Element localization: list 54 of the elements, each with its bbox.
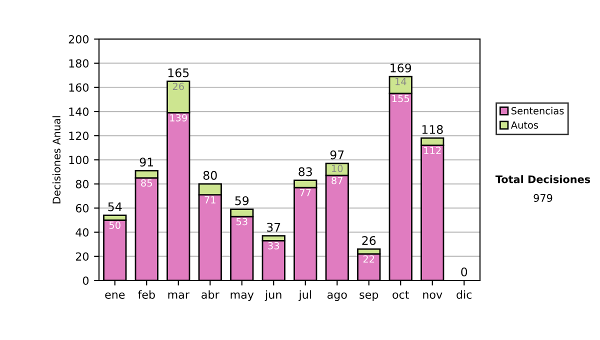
total-label: 97 [330,150,344,160]
y-tick-label: 180 [69,59,89,68]
text: 979 [534,194,552,202]
y-tick-label: 200 [68,35,89,44]
y-tick-label: 80 [76,180,89,188]
x-tick-label: ene [105,292,125,299]
x-tick-label: jun [264,290,282,301]
x-tick-label: feb [138,290,155,299]
total-label: 54 [108,202,122,212]
data-label: 14 [396,78,406,86]
data-label: 71 [204,196,216,204]
data-label: 139 [170,114,187,122]
total-label: 59 [235,196,249,206]
data-label: 22 [363,255,374,263]
y-tick-label: 0 [82,276,89,285]
total-label: 165 [168,68,189,78]
x-tick-label: jul [298,290,311,301]
x-tick-label: nov [423,292,442,299]
x-tick-label: oct [392,290,409,299]
data-label: 87 [332,176,342,184]
x-tick-label: abr [202,290,220,299]
data-label: 33 [268,242,280,250]
data-label: 10 [332,164,343,172]
text: Total Decisiones [495,175,590,184]
y-tick-label: 120 [69,132,89,140]
legend-label: Autos [510,121,538,129]
x-tick-label: may [230,292,254,301]
y-tick-label: 60 [76,204,89,212]
y-axis-title: Decisiones Anual [52,116,60,204]
x-tick-label: ago [327,292,347,301]
y-tick-label: 40 [76,228,89,237]
y-tick-label: 100 [69,156,89,164]
data-label: 53 [236,218,248,226]
total-label: 91 [140,158,154,167]
x-tick-label: sep [360,292,378,301]
data-label: 112 [424,146,441,154]
data-label: 77 [300,189,311,196]
y-tick-label: 20 [76,252,89,261]
total-label: 83 [298,167,312,176]
total-label: 26 [362,236,376,246]
total-label: 80 [203,170,217,180]
data-label: 155 [392,94,410,102]
y-tick-label: 160 [69,83,89,92]
total-label: 169 [390,63,412,72]
total-label: 118 [422,125,443,134]
data-label: 50 [109,222,120,229]
data-label: 85 [141,179,152,187]
data-label: 26 [172,82,184,90]
total-label: 37 [267,222,280,232]
x-tick-label: mar [168,292,190,299]
x-tick-label: dic [456,290,472,299]
y-tick-label: 140 [69,107,89,116]
total-label: 0 [461,267,468,276]
legend-label: Sentencias [512,106,564,114]
